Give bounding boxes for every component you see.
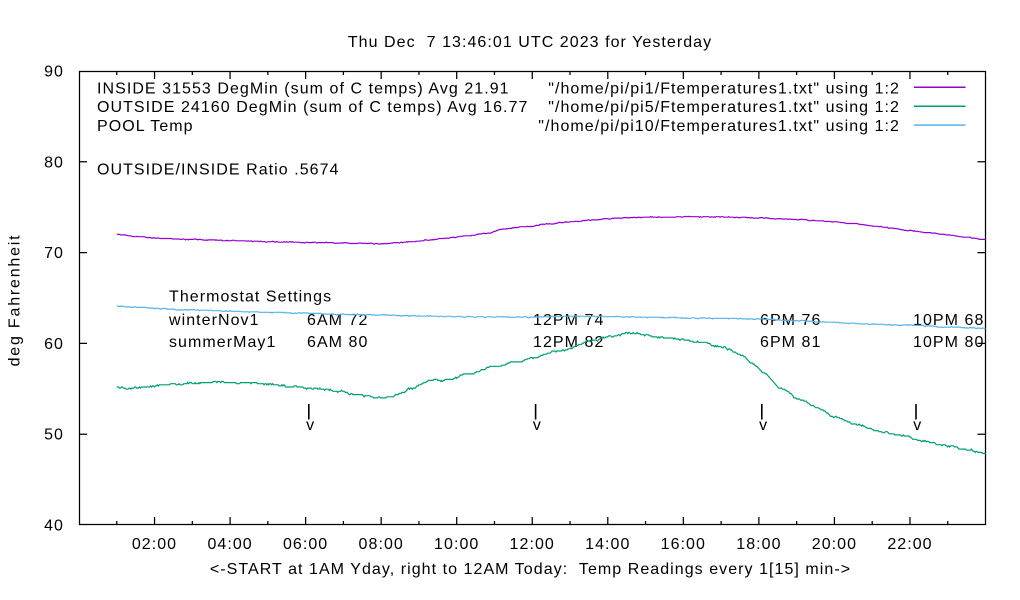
svg-text:Thermostat Settings: Thermostat Settings (169, 289, 332, 306)
svg-text:<-START at 1AM Yday, right to: <-START at 1AM Yday, right to 12AM Today… (210, 561, 851, 578)
svg-text:70: 70 (44, 245, 64, 262)
svg-text:winterNov1: winterNov1 (168, 312, 260, 329)
svg-text:12:00: 12:00 (510, 536, 555, 553)
svg-text:v: v (913, 417, 922, 434)
svg-text:80: 80 (44, 154, 64, 171)
svg-text:"/home/pi/pi5/Ftemperatures1.t: "/home/pi/pi5/Ftemperatures1.txt" using … (548, 99, 900, 116)
svg-text:v: v (759, 417, 768, 434)
svg-text:12PM 82: 12PM 82 (533, 334, 604, 351)
svg-text:OUTSIDE 24160 DegMin (sum of C: OUTSIDE 24160 DegMin (sum of C temps) Av… (97, 99, 528, 116)
svg-text:18:00: 18:00 (736, 536, 781, 553)
svg-text:6AM 80: 6AM 80 (307, 334, 368, 351)
svg-text:"/home/pi/pi1/Ftemperatures1.t: "/home/pi/pi1/Ftemperatures1.txt" using … (548, 80, 900, 97)
svg-text:INSIDE 31553 DegMin (sum of C: INSIDE 31553 DegMin (sum of C temps) Avg… (97, 80, 510, 97)
svg-text:"/home/pi/pi10/Ftemperatures1.: "/home/pi/pi10/Ftemperatures1.txt" using… (538, 118, 900, 135)
svg-text:OUTSIDE/INSIDE Ratio .5674: OUTSIDE/INSIDE Ratio .5674 (97, 162, 340, 179)
svg-text:16:00: 16:00 (661, 536, 706, 553)
svg-text:20:00: 20:00 (812, 536, 857, 553)
svg-text:10PM 80: 10PM 80 (913, 334, 984, 351)
svg-text:summerMay1: summerMay1 (169, 334, 276, 351)
svg-text:50: 50 (44, 427, 64, 444)
svg-text:60: 60 (44, 336, 64, 353)
svg-text:40: 40 (44, 518, 64, 535)
svg-text:10:00: 10:00 (434, 536, 479, 553)
svg-text:6PM 81: 6PM 81 (760, 334, 821, 351)
svg-text:06:00: 06:00 (283, 536, 328, 553)
svg-text:12PM 74: 12PM 74 (533, 312, 604, 329)
svg-text:22:00: 22:00 (887, 536, 932, 553)
svg-text:POOL Temp: POOL Temp (97, 118, 194, 135)
svg-text:10PM 68: 10PM 68 (913, 312, 984, 329)
svg-text:v: v (306, 417, 315, 434)
svg-text:deg Fahrenheit: deg Fahrenheit (7, 234, 24, 367)
svg-text:14:00: 14:00 (585, 536, 630, 553)
svg-text:90: 90 (44, 64, 64, 81)
svg-text:v: v (533, 417, 542, 434)
svg-text:02:00: 02:00 (132, 536, 177, 553)
svg-text:04:00: 04:00 (207, 536, 252, 553)
svg-text:Thu Dec 7 13:46:01 UTC 2023 f: Thu Dec 7 13:46:01 UTC 2023 for Yesterda… (348, 34, 712, 51)
svg-text:08:00: 08:00 (359, 536, 404, 553)
svg-text:6AM 72: 6AM 72 (307, 312, 368, 329)
